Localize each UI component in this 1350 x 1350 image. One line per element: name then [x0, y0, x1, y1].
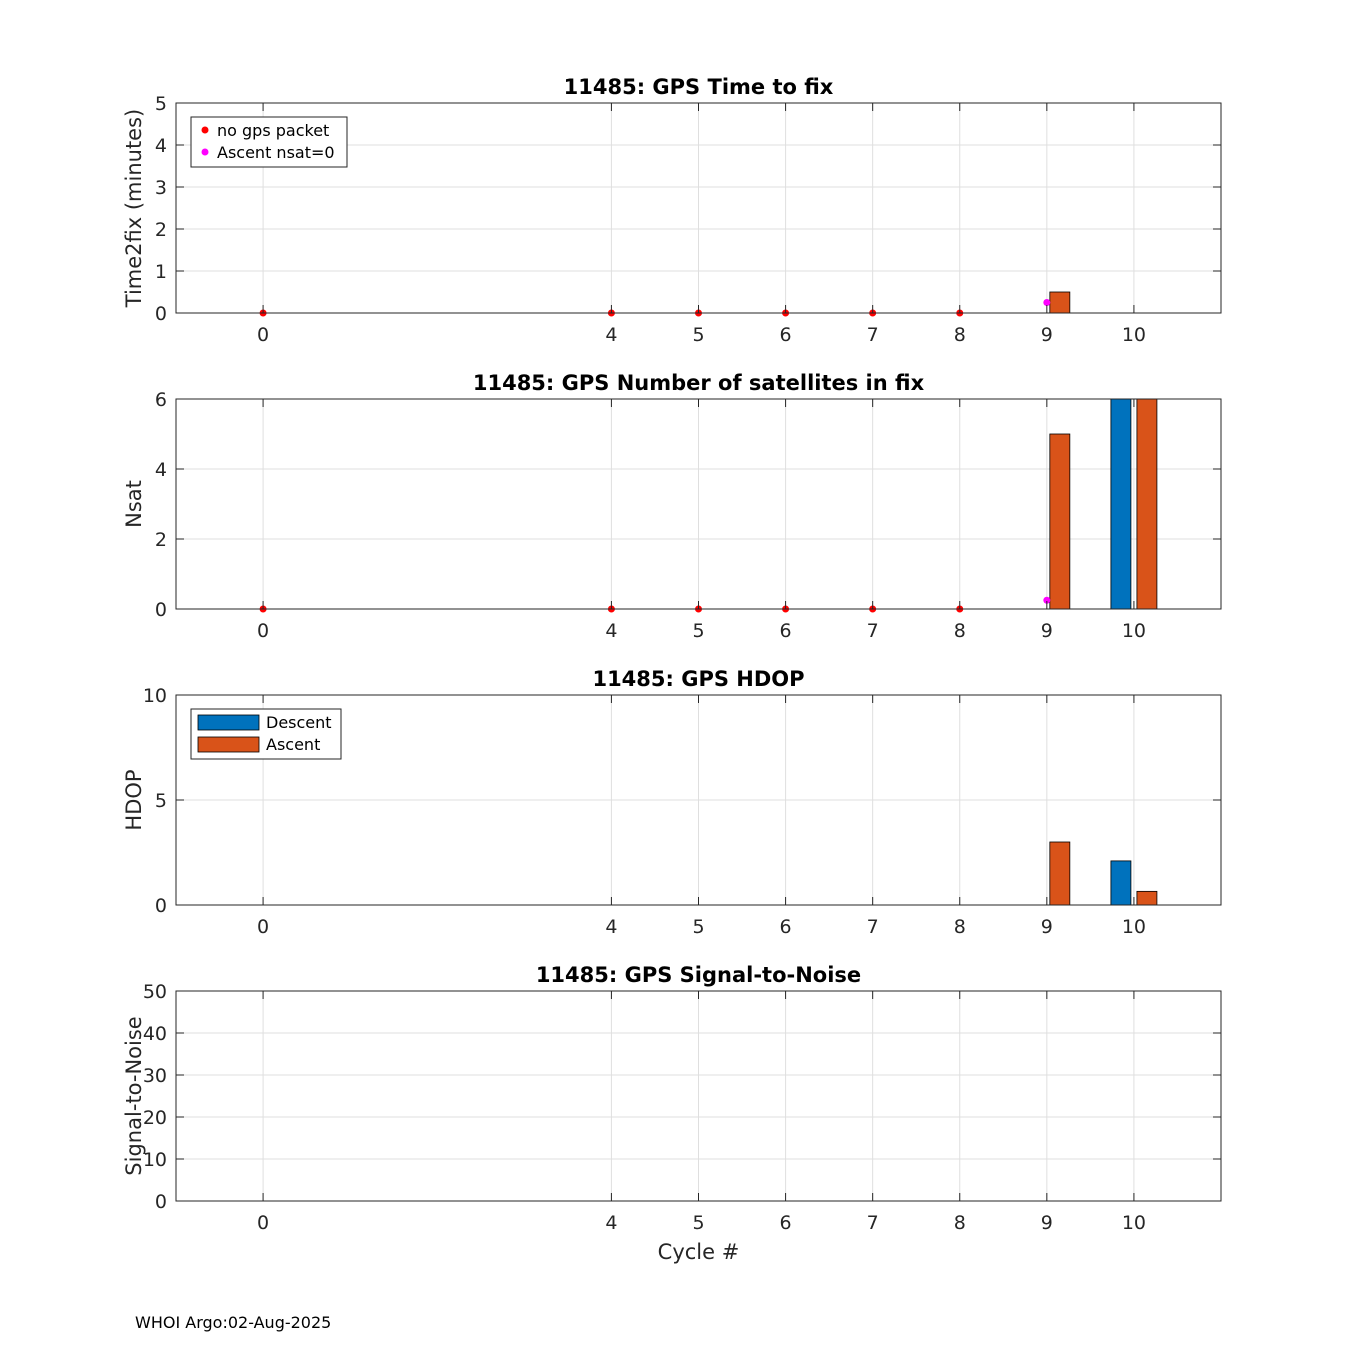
x-tick-label: 7 — [867, 916, 879, 938]
x-tick-label: 7 — [867, 620, 879, 642]
chart-title: 11485: GPS Number of satellites in fix — [473, 371, 925, 395]
x-axis-label: Cycle # — [658, 1240, 740, 1264]
x-tick-label: 9 — [1041, 620, 1053, 642]
y-tick-label: 20 — [143, 1107, 167, 1129]
x-tick-label: 4 — [605, 620, 617, 642]
x-tick-label: 5 — [692, 1212, 704, 1234]
legend-swatch-descent — [197, 714, 260, 731]
ascent-bar — [1136, 890, 1158, 906]
x-tick-label: 8 — [954, 324, 966, 346]
x-tick-label: 5 — [692, 916, 704, 938]
x-tick-label: 10 — [1122, 324, 1146, 346]
legend-marker — [201, 148, 209, 156]
legend: Descent Ascent — [190, 708, 342, 760]
legend-label: Ascent — [266, 735, 320, 754]
x-tick-label: 4 — [605, 324, 617, 346]
x-tick-label: 8 — [954, 1212, 966, 1234]
descent-bar — [1110, 860, 1132, 906]
x-tick-label: 5 — [692, 620, 704, 642]
legend-box — [190, 116, 348, 168]
x-tick-label: 4 — [605, 916, 617, 938]
x-tick-label: 6 — [780, 620, 792, 642]
y-tick-label: 0 — [155, 599, 167, 621]
y-tick-label: 5 — [155, 93, 167, 115]
ascent-nsat0-marker — [1043, 299, 1051, 306]
x-tick-label: 8 — [954, 620, 966, 642]
ascent-nsat0-marker — [1043, 596, 1051, 604]
x-tick-label: 4 — [605, 1212, 617, 1234]
y-tick-label: 30 — [143, 1065, 167, 1087]
y-tick-label: 4 — [155, 459, 167, 481]
x-tick-label: 10 — [1122, 620, 1146, 642]
ascent-bar — [1049, 433, 1071, 610]
y-tick-label: 40 — [143, 1023, 167, 1045]
ascent-bar — [1136, 398, 1158, 610]
y-axis-label: HDOP — [122, 769, 146, 830]
y-tick-label: 5 — [155, 790, 167, 812]
x-tick-label: 6 — [780, 1212, 792, 1234]
y-tick-label: 3 — [155, 177, 167, 199]
x-tick-label: 7 — [867, 1212, 879, 1234]
y-tick-label: 2 — [155, 219, 167, 241]
chart-title: 11485: GPS Signal-to-Noise — [536, 963, 861, 987]
y-axis-label: Time2fix (minutes) — [122, 109, 146, 308]
descent-bar — [1110, 398, 1132, 610]
y-tick-label: 10 — [143, 685, 167, 707]
y-tick-label: 2 — [155, 529, 167, 551]
chart-title: 11485: GPS Time to fix — [564, 75, 834, 99]
y-axis-label: Nsat — [122, 480, 146, 528]
y-axis-label: Signal-to-Noise — [122, 1016, 146, 1175]
x-tick-label: 8 — [954, 916, 966, 938]
x-tick-label: 7 — [867, 324, 879, 346]
x-tick-label: 5 — [692, 324, 704, 346]
ascent-bar — [1049, 291, 1071, 314]
legend-marker — [201, 126, 209, 134]
y-tick-label: 6 — [155, 389, 167, 411]
legend-label: Ascent nsat=0 — [217, 143, 335, 162]
y-tick-label: 50 — [143, 981, 167, 1003]
x-tick-label: 0 — [257, 1212, 269, 1234]
chart-panel-3: 0 4 5 6 7 8 9 10 0 5 10 11485: GPS HDOP HDOP Descent A… — [122, 667, 1222, 938]
x-tick-label: 10 — [1122, 916, 1146, 938]
x-tick-label: 9 — [1041, 324, 1053, 346]
legend-label: no gps packet — [217, 121, 329, 140]
chart-panel-1: 0 4 5 6 7 8 9 10 0 1 2 3 4 5 11485: GPS Time to fix Tim… — [122, 75, 1222, 346]
legend-label: Descent — [266, 713, 332, 732]
y-tick-label: 4 — [155, 135, 167, 157]
x-tick-label: 9 — [1041, 916, 1053, 938]
x-tick-label: 6 — [780, 916, 792, 938]
legend-swatch-ascent — [197, 736, 260, 753]
y-tick-label: 0 — [155, 1191, 167, 1213]
y-tick-label: 1 — [155, 261, 167, 283]
x-tick-label: 0 — [257, 324, 269, 346]
ascent-bar — [1049, 841, 1071, 906]
x-tick-label: 6 — [780, 324, 792, 346]
x-tick-label: 10 — [1122, 1212, 1146, 1234]
y-tick-label: 10 — [143, 1149, 167, 1171]
chart-title: 11485: GPS HDOP — [592, 667, 804, 691]
chart-panel-4: 0 4 5 6 7 8 9 10 0 10 20 30 40 50 11485: GPS Signal-to… — [122, 963, 1222, 1264]
x-tick-label: 0 — [257, 916, 269, 938]
legend: no gps packet Ascent nsat=0 — [190, 116, 348, 168]
y-tick-label: 0 — [155, 895, 167, 917]
y-tick-label: 0 — [155, 303, 167, 325]
footer-stamp: WHOI Argo:02-Aug-2025 — [135, 1313, 332, 1332]
chart-panel-2: 0 4 5 6 7 8 9 10 0 2 4 6 11485: GPS Number of satell… — [122, 371, 1222, 642]
x-tick-label: 9 — [1041, 1212, 1053, 1234]
x-tick-label: 0 — [257, 620, 269, 642]
